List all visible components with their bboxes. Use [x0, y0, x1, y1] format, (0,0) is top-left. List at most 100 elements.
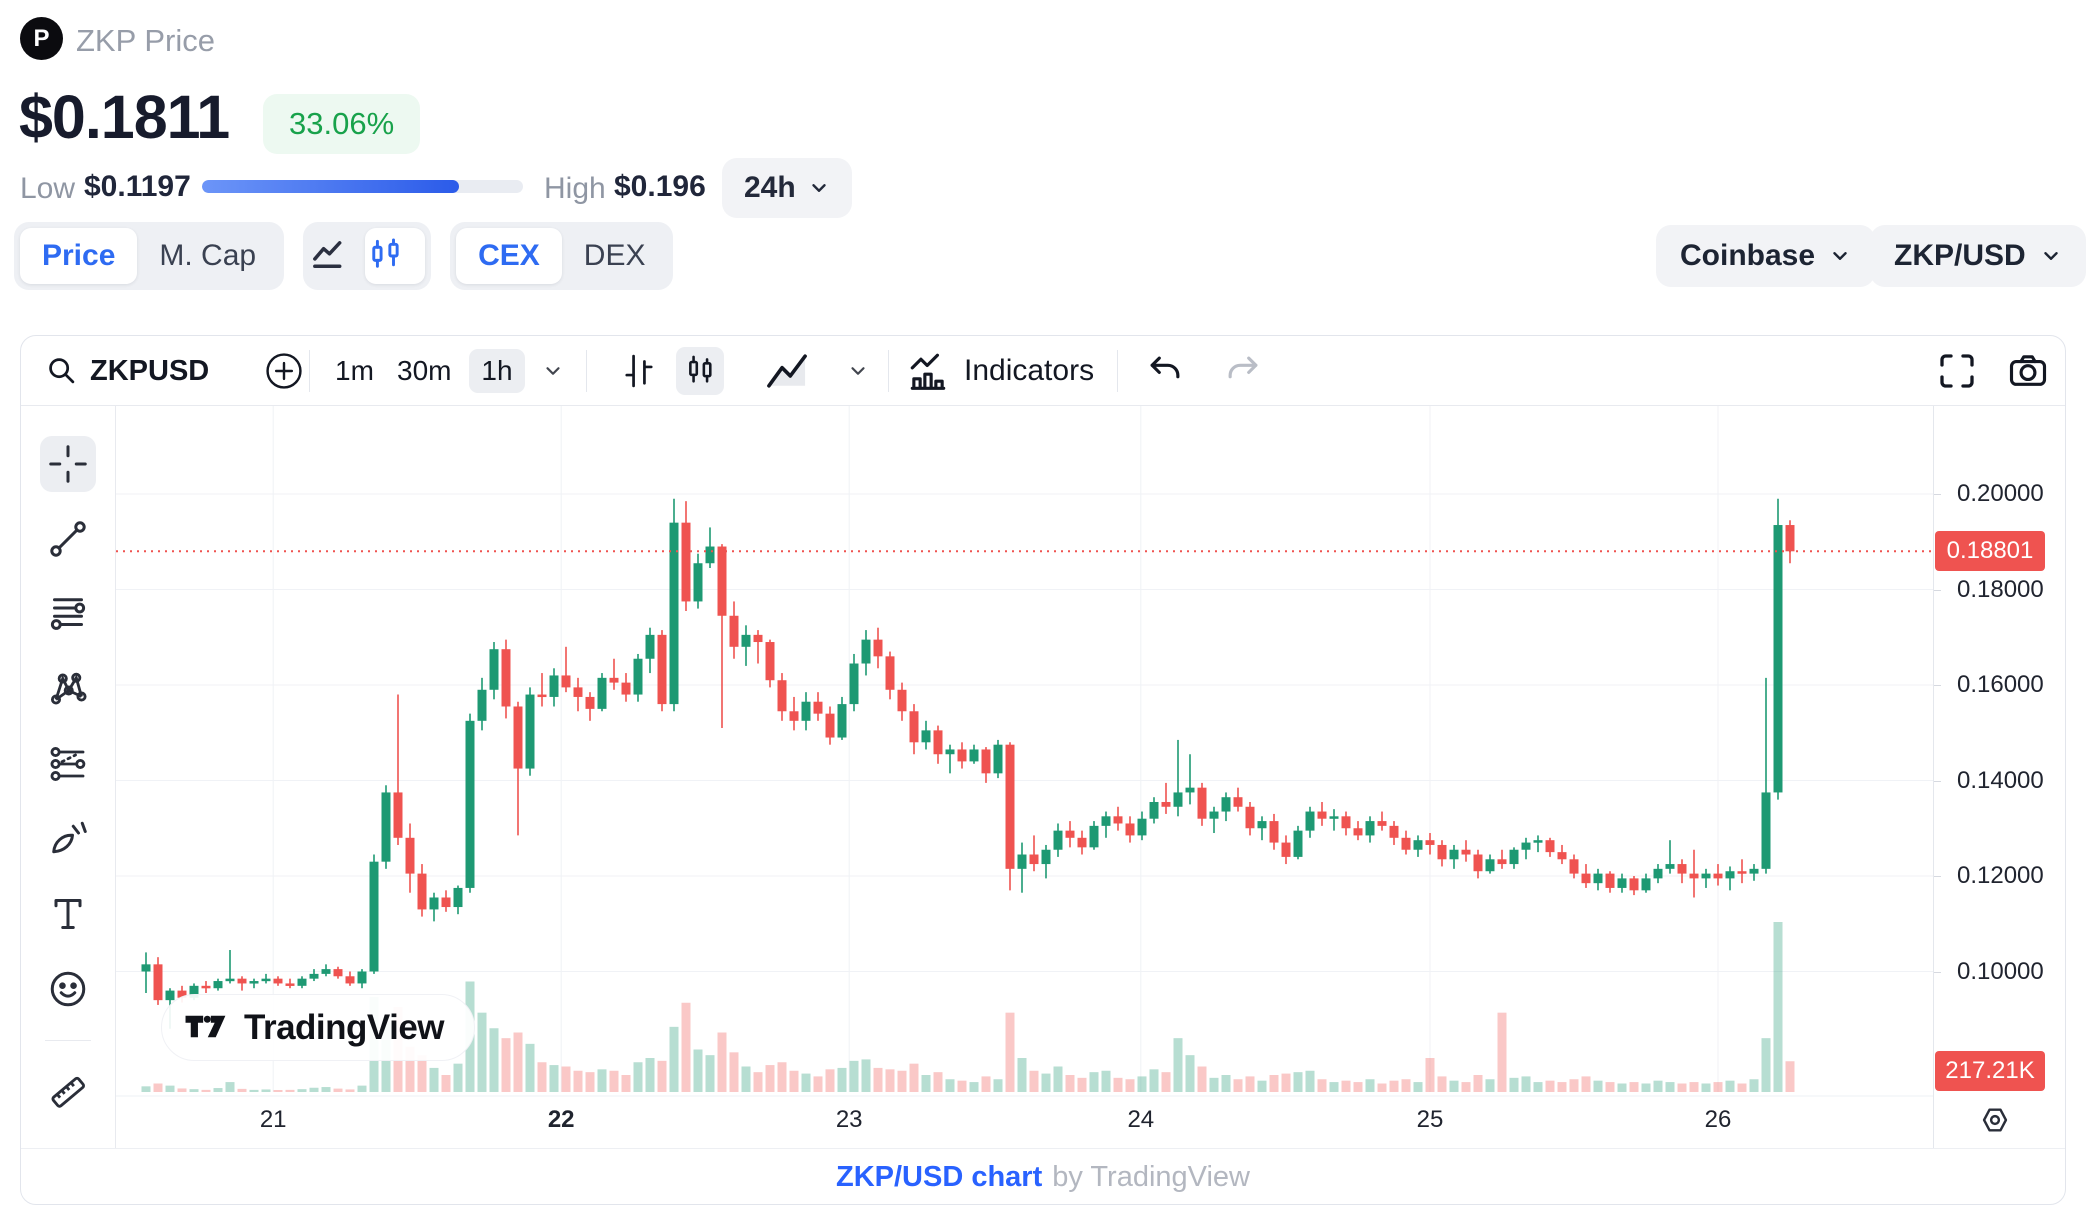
- price-tick-label: 0.12000: [1957, 862, 2044, 889]
- candle-body: [381, 792, 391, 862]
- tradingview-watermark[interactable]: TradingView: [161, 994, 476, 1061]
- toolbar-separator: [1117, 350, 1118, 392]
- tab-dex[interactable]: DEX: [583, 239, 646, 272]
- candle-body: [369, 861, 379, 972]
- tool-text[interactable]: [40, 886, 96, 942]
- exchange-label: Coinbase: [1680, 239, 1816, 272]
- candle-body: [933, 730, 943, 755]
- candle-body: [501, 649, 511, 707]
- range-progress-fill: [202, 180, 459, 193]
- tool-ruler[interactable]: [40, 1064, 96, 1120]
- candle-body: [1725, 871, 1735, 879]
- fib-retracement-icon: [50, 598, 86, 630]
- candle-body: [1257, 821, 1267, 829]
- tab-cex[interactable]: CEX: [456, 228, 562, 284]
- tool-brush[interactable]: [40, 811, 96, 867]
- candlestick-chart-icon: [372, 238, 399, 268]
- volume-bar: [417, 1055, 427, 1092]
- tool-emoji[interactable]: [40, 961, 96, 1017]
- candle-body: [669, 522, 679, 705]
- volume-bar: [909, 1063, 919, 1092]
- line-chart-toggle[interactable]: [309, 228, 365, 284]
- chart-plot-area: TradingView 21 22 23 24 25 26: [116, 406, 1933, 1148]
- volume-bar: [1317, 1079, 1327, 1092]
- volume-bar: [1713, 1082, 1723, 1092]
- volume-bar: [705, 1055, 715, 1092]
- undo-button[interactable]: [1145, 336, 1185, 406]
- tool-fib-retracement[interactable]: [40, 586, 96, 642]
- tool-trend-line[interactable]: [40, 511, 96, 567]
- candle-body: [513, 706, 523, 769]
- volume-bar: [777, 1062, 787, 1092]
- redo-button[interactable]: [1223, 336, 1263, 406]
- tool-crosshair[interactable]: [40, 436, 96, 492]
- exchange-dropdown[interactable]: Coinbase: [1656, 225, 1876, 287]
- interval-1m[interactable]: 1m: [335, 355, 374, 386]
- tab-mcap[interactable]: M. Cap: [159, 239, 257, 272]
- tool-xabcd-pattern[interactable]: [40, 661, 96, 717]
- candle-body: [705, 546, 715, 564]
- candle-body: [1653, 868, 1663, 879]
- compare-button[interactable]: [264, 336, 304, 406]
- symbol-search[interactable]: ZKPUSD: [46, 336, 209, 406]
- price-tick-mark: [1934, 780, 1941, 782]
- candle-body: [909, 711, 919, 743]
- candle-body: [849, 663, 859, 705]
- tab-price[interactable]: Price: [20, 228, 138, 284]
- style-menu-button[interactable]: [847, 336, 869, 406]
- volume-bar: [873, 1067, 883, 1092]
- volume-bar: [1065, 1075, 1075, 1092]
- area-style-button[interactable]: [764, 336, 810, 406]
- range-progress: [202, 180, 523, 193]
- price-axis[interactable]: 0.20000 0.18000 0.16000 0.14000 0.12000 0.100…: [1933, 406, 2066, 1148]
- chevron-down-icon: [546, 367, 560, 375]
- candle-body: [981, 749, 991, 774]
- tool-long-position[interactable]: [40, 736, 96, 792]
- volume-bar: [561, 1066, 571, 1092]
- pair-dropdown[interactable]: ZKP/USD: [1870, 225, 2086, 287]
- candle-body: [561, 675, 571, 688]
- candle-body: [585, 696, 595, 709]
- candle-body: [1113, 816, 1123, 824]
- volume-bar: [681, 1002, 691, 1092]
- fullscreen-button[interactable]: [1936, 336, 1978, 406]
- volume-bar: [1401, 1079, 1411, 1092]
- bars-style-button[interactable]: [620, 336, 658, 406]
- camera-icon: [2009, 355, 2047, 386]
- volume-bar: [1365, 1079, 1375, 1092]
- snapshot-button[interactable]: [2006, 336, 2050, 406]
- volume-bar: [525, 1043, 535, 1092]
- candle-body: [333, 969, 343, 977]
- interval-30m[interactable]: 30m: [397, 355, 452, 386]
- volume-bar: [1737, 1083, 1747, 1092]
- timeframe-dropdown[interactable]: 24h: [722, 158, 852, 218]
- price-tick-label: 0.14000: [1957, 766, 2044, 794]
- volume-bar: [1485, 1079, 1495, 1092]
- search-icon: [49, 358, 75, 384]
- pair-chart-link[interactable]: ZKP/USD chart: [835, 1160, 1043, 1193]
- volume-bar: [597, 1069, 607, 1092]
- candles-style-button[interactable]: [676, 347, 724, 395]
- interval-menu-button[interactable]: [542, 336, 564, 406]
- volume-bar: [1389, 1080, 1399, 1092]
- volume-bar: [1125, 1079, 1135, 1092]
- candle-body: [1689, 873, 1699, 879]
- candle-body: [957, 749, 967, 762]
- candle-body: [681, 522, 691, 602]
- indicators-button[interactable]: Indicators: [906, 336, 1094, 406]
- interval-1h-active[interactable]: 1h: [469, 349, 525, 393]
- coin-logo-letter: P: [33, 24, 50, 52]
- candle-body: [1329, 816, 1339, 819]
- volume-bar: [813, 1076, 823, 1092]
- candle-body: [597, 677, 607, 709]
- candle-body: [1281, 842, 1291, 857]
- candle-body: [1437, 844, 1447, 860]
- candle-body: [141, 964, 151, 972]
- candle-body: [789, 711, 799, 721]
- candle-body: [645, 634, 655, 659]
- price-chart[interactable]: [116, 406, 1933, 1148]
- price-scale-settings[interactable]: [1978, 1103, 2012, 1137]
- high-label: High: [544, 172, 606, 205]
- candles-chart-toggle[interactable]: [365, 228, 426, 284]
- candle-body: [1413, 840, 1423, 850]
